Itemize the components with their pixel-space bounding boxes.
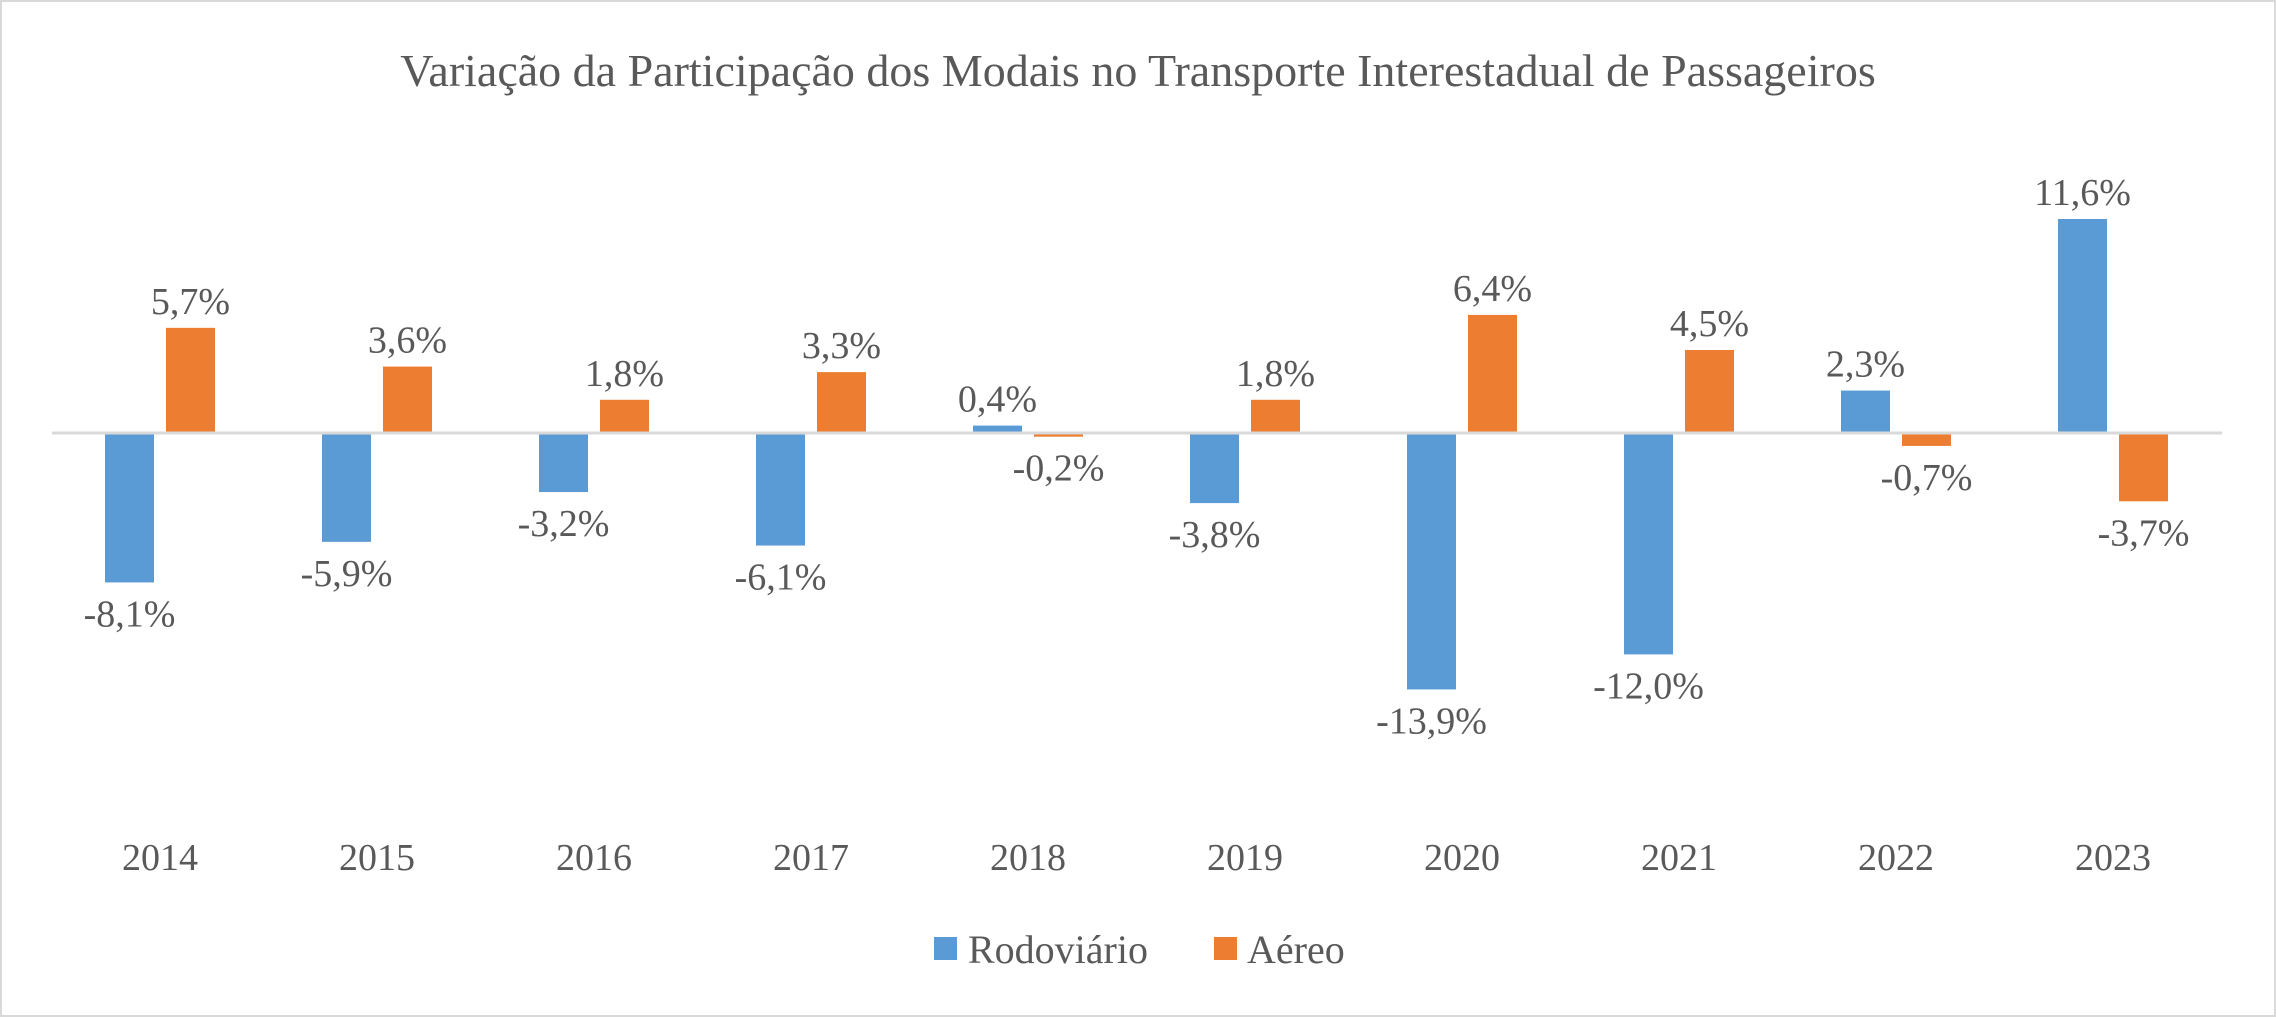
category-label: 2017 xyxy=(773,837,849,879)
legend-swatch-aereo xyxy=(1214,937,1237,960)
category-label: 2020 xyxy=(1424,837,1500,879)
bar-rodoviario-2020 xyxy=(1407,433,1456,690)
data-label: -3,2% xyxy=(518,503,610,545)
legend: Rodoviário Aéreo xyxy=(934,927,1345,972)
bar-rodoviario-2022 xyxy=(1841,390,1890,433)
data-label: 2,3% xyxy=(1826,344,1905,386)
data-label: -0,2% xyxy=(1013,448,1105,490)
category-label: 2014 xyxy=(122,837,198,879)
category-label: 2023 xyxy=(2075,837,2151,879)
data-label: -3,7% xyxy=(2098,512,2190,554)
category-label: 2019 xyxy=(1207,837,1283,879)
data-label: -12,0% xyxy=(1593,665,1704,707)
bar-aereo-2023 xyxy=(2119,433,2168,502)
bar-aereo-2017 xyxy=(817,372,866,433)
category-label: 2021 xyxy=(1641,837,1717,879)
bar-aereo-2022 xyxy=(1902,433,1951,446)
category-label: 2022 xyxy=(1858,837,1934,879)
bar-aereo-2018 xyxy=(1034,433,1083,437)
data-label: -8,1% xyxy=(84,593,176,635)
bar-aereo-2020 xyxy=(1468,314,1517,433)
data-label: 6,4% xyxy=(1453,268,1532,310)
data-label: -5,9% xyxy=(301,553,393,595)
bar-rodoviario-2015 xyxy=(322,433,371,542)
bar-rodoviario-2017 xyxy=(756,433,805,546)
bar-aereo-2021 xyxy=(1685,349,1734,433)
data-label: 5,7% xyxy=(151,281,230,323)
data-label: 3,3% xyxy=(802,325,881,367)
category-label: 2016 xyxy=(556,837,632,879)
legend-label-rodoviario: Rodoviário xyxy=(968,927,1148,972)
bar-rodoviario-2023 xyxy=(2058,218,2107,433)
bar-aereo-2015 xyxy=(383,366,432,433)
data-label: 1,8% xyxy=(585,353,664,395)
bar-aereo-2016 xyxy=(600,399,649,433)
bar-aereo-2014 xyxy=(166,327,215,433)
data-label: 0,4% xyxy=(958,379,1037,421)
data-label: 1,8% xyxy=(1236,353,1315,395)
data-label: 4,5% xyxy=(1670,303,1749,345)
bar-aereo-2019 xyxy=(1251,399,1300,433)
category-label: 2015 xyxy=(339,837,415,879)
bar-rodoviario-2021 xyxy=(1624,433,1673,655)
data-label: 3,6% xyxy=(368,320,447,362)
data-label: -3,8% xyxy=(1169,514,1261,556)
data-label: 11,6% xyxy=(2034,172,2131,214)
bar-rodoviario-2016 xyxy=(539,433,588,493)
chart-title: Variação da Participação dos Modais no T… xyxy=(400,45,1875,96)
bar-rodoviario-2018 xyxy=(973,425,1022,433)
legend-label-aereo: Aéreo xyxy=(1247,927,1345,972)
data-label: -13,9% xyxy=(1376,700,1487,742)
data-label: -0,7% xyxy=(1881,457,1973,499)
bar-rodoviario-2019 xyxy=(1190,433,1239,504)
category-label: 2018 xyxy=(990,837,1066,879)
bar-rodoviario-2014 xyxy=(105,433,154,583)
data-label: -6,1% xyxy=(735,557,827,599)
legend-swatch-rodoviario xyxy=(934,937,957,960)
